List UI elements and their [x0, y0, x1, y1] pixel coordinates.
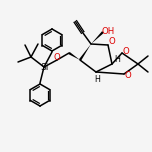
Polygon shape	[91, 31, 104, 44]
Text: O: O	[125, 71, 131, 81]
Polygon shape	[79, 44, 91, 61]
Text: O: O	[123, 47, 129, 55]
Text: Si: Si	[41, 62, 49, 71]
Text: OH: OH	[101, 26, 115, 36]
Text: O: O	[54, 53, 60, 62]
Text: O: O	[109, 38, 115, 47]
Polygon shape	[68, 52, 80, 60]
Text: H: H	[114, 55, 120, 64]
Text: H: H	[94, 76, 100, 85]
